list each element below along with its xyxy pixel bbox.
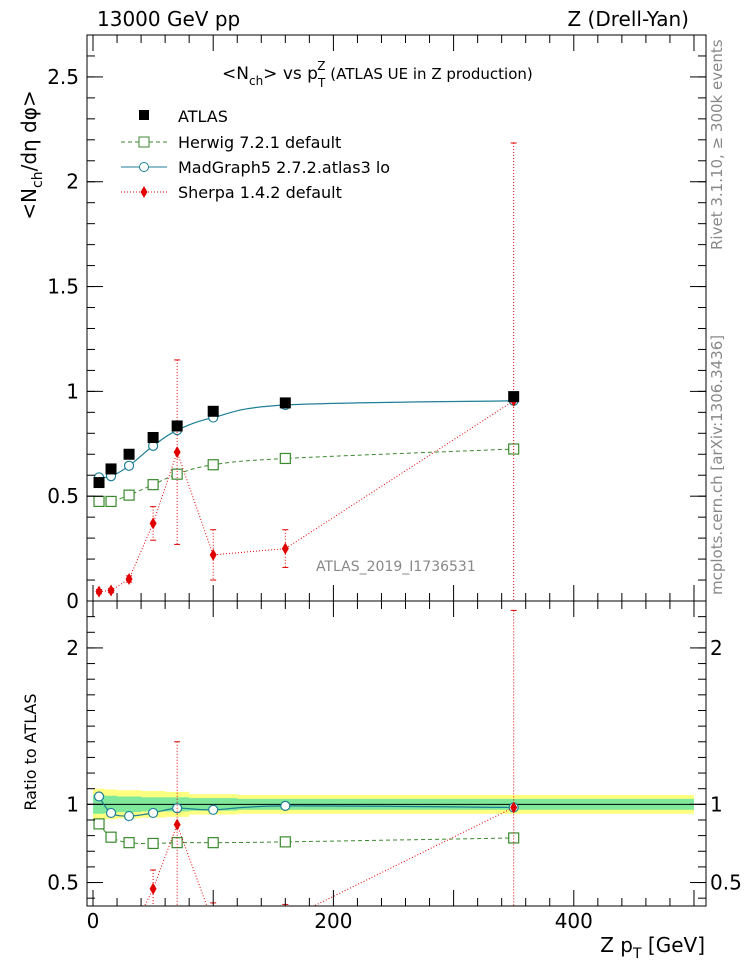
ratio-sherpa-point: [210, 917, 217, 929]
ratio-sherpa-point: [282, 914, 289, 926]
top-herwig-point: [207, 459, 219, 471]
top-herwig-point: [105, 495, 117, 508]
legend-marker-madgraph: [139, 162, 149, 172]
top-madgraph-line: [98, 400, 514, 479]
ratio-y-tick-label: 1: [66, 792, 79, 816]
top-sherpa-line: [98, 400, 514, 593]
top-data-point: [508, 391, 520, 403]
top-sherpa-point: [149, 517, 157, 530]
top-herwig-point: [93, 495, 105, 508]
legend-label-madgraph: MadGraph5 2.7.2.atlas3 lo: [178, 158, 390, 177]
legend-item-herwig: Herwig 7.2.1 default: [121, 133, 341, 152]
ratio-y-tick-label-right: 1: [710, 792, 723, 816]
top-herwig-point: [279, 452, 291, 465]
ratio-herwig-point: [147, 837, 159, 850]
ratio-herwig-point: [123, 837, 135, 849]
top-herwig-point: [147, 479, 159, 491]
top-sherpa-point: [209, 548, 217, 561]
ratio-herwig-point: [207, 837, 219, 849]
top-data-point: [93, 477, 105, 489]
ratio-sherpa-point: [96, 942, 103, 954]
ratio-herwig-point: [279, 836, 291, 848]
top-sherpa-point: [173, 446, 181, 459]
legend-marker-atlas: [139, 110, 149, 120]
rivet-label: Rivet 3.1.10, ≥ 300k events: [708, 39, 726, 250]
legend-label-herwig: Herwig 7.2.1 default: [178, 133, 341, 152]
ratio-sherpa-point: [126, 931, 133, 943]
header-right: Z (Drell-Yan): [567, 7, 689, 31]
ratio-y-tick-label: 0.5: [47, 871, 79, 895]
ratio-sherpa-point: [173, 818, 181, 831]
ratio-madgraph-point: [123, 810, 135, 822]
x-tick-label: 200: [314, 909, 352, 933]
ratio-madgraph-point: [280, 800, 291, 811]
ratio-herwig-point: [171, 837, 183, 849]
ratio-sherpa-point: [149, 882, 157, 895]
legend-label-atlas: ATLAS: [178, 107, 228, 126]
top-herwig-point: [123, 489, 135, 501]
top-sherpa-point: [125, 572, 133, 585]
top-panel: 0 0.5 1 1.5 2 2.5 <Nch> vs pTZ (ATLAS UE in Z…: [17, 34, 707, 613]
top-data-point: [105, 463, 117, 475]
top-data-point: [147, 431, 159, 443]
top-madgraph-point: [123, 460, 135, 471]
ratio-sherpa-line: [144, 807, 514, 906]
watermark: ATLAS_2019_I1736531: [316, 559, 476, 575]
x-tick-label: 400: [555, 909, 593, 933]
ratio-madgraph-point: [208, 804, 219, 815]
ratio-madgraph-point: [148, 807, 159, 819]
top-sherpa-point: [107, 584, 115, 597]
y-tick-label: 2.5: [47, 65, 79, 89]
ratio-y-tick-label-right: 2: [710, 636, 723, 660]
y-tick-label: 0.5: [47, 484, 79, 508]
x-axis-label: Z pT [GeV]: [600, 933, 705, 962]
ratio-y-tick-label-right: 0.5: [710, 871, 742, 895]
legend-label-sherpa: Sherpa 1.4.2 default: [178, 183, 342, 202]
legend-item-madgraph: MadGraph5 2.7.2.atlas3 lo: [121, 158, 390, 177]
ratio-sherpa-point: [510, 801, 518, 814]
ratio-axis-label: Ratio to ATLAS: [21, 693, 40, 810]
bottom-panel-frame: [86, 600, 707, 907]
ratio-madgraph-point: [105, 807, 117, 819]
y-tick-label: 1: [66, 379, 79, 403]
top-sherpa-point: [281, 542, 289, 555]
ratio-herwig-point: [105, 831, 117, 843]
ratio-y-tick-label: 2: [66, 636, 79, 660]
legend-item-atlas: ATLAS: [139, 107, 228, 126]
top-data-point: [279, 397, 291, 409]
legend-marker-herwig: [138, 136, 150, 148]
legend-item-sherpa: Sherpa 1.4.2 default: [121, 183, 342, 202]
top-sherpa-point: [95, 585, 103, 598]
ratio-herwig-line: [98, 823, 514, 844]
mcplots-label: mcplots.cern.ch [arXiv:1306.3436]: [708, 335, 726, 595]
header-left: 13000 GeV pp: [97, 7, 240, 31]
x-tick-label: 0: [87, 909, 100, 933]
bottom-panel: 0 200 400 0.5 0.5 1 1 2 2 Ratio to ATLAS Z pT [G…: [21, 600, 742, 962]
y-tick-label: 2: [66, 170, 79, 194]
top-data-point: [207, 405, 219, 417]
top-herwig-line: [99, 448, 514, 503]
ratio-herwig-point: [93, 818, 105, 830]
y-axis-label: <Nch/dη dφ>: [17, 90, 46, 219]
chart-title: <Nch> vs pTZ (ATLAS UE in Z production): [222, 59, 533, 90]
ratio-madgraph-point: [93, 791, 105, 802]
y-tick-label: 1.5: [47, 275, 79, 299]
ratio-sherpa-point: [108, 942, 115, 954]
top-data-point: [123, 448, 135, 460]
legend-marker-sherpa: [140, 186, 148, 198]
top-data-point: [171, 420, 183, 432]
y-tick-label: 0: [66, 589, 79, 613]
legend: ATLAS Herwig 7.2.1 default MadGraph5 2.7…: [121, 107, 390, 202]
